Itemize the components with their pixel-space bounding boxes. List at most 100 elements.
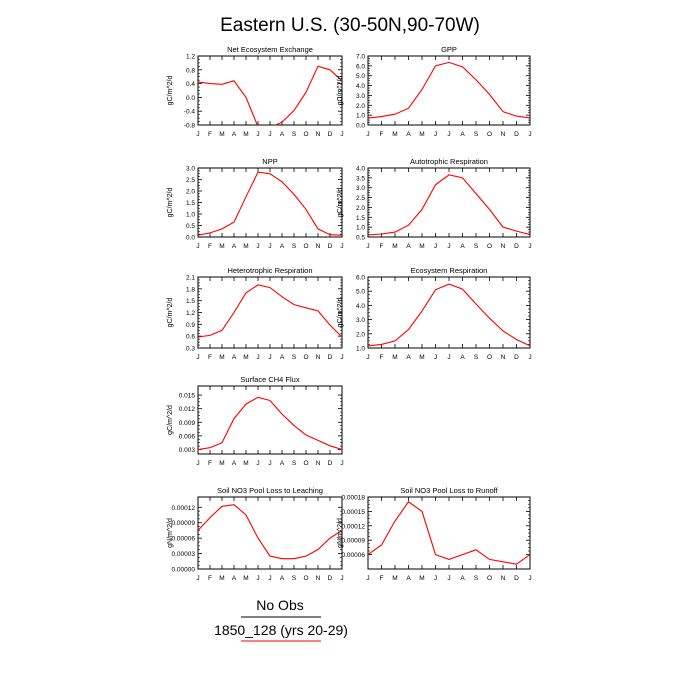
y-tick-label: 0.00009 bbox=[172, 520, 196, 527]
y-tick-label: 0.00003 bbox=[172, 551, 196, 558]
x-tick-label: A bbox=[280, 243, 285, 250]
y-tick-label: 0.00012 bbox=[172, 505, 196, 512]
x-tick-label: D bbox=[328, 243, 333, 250]
y-tick-label: 2.0 bbox=[356, 331, 365, 338]
x-tick-label: A bbox=[280, 460, 285, 467]
x-tick-label: O bbox=[487, 131, 492, 138]
y-tick-label: 1.0 bbox=[356, 113, 365, 120]
x-tick-label: J bbox=[268, 575, 271, 582]
y-tick-label: 0.6 bbox=[186, 334, 195, 341]
y-tick-label: 5.0 bbox=[356, 73, 365, 80]
x-tick-label: S bbox=[292, 131, 297, 138]
x-tick-label: M bbox=[392, 243, 397, 250]
x-tick-label: N bbox=[316, 575, 321, 582]
y-axis-label: gC/m^2/d bbox=[167, 405, 174, 435]
chart-panel: Surface CH4 Flux gC/m^2/d 0.003 0.006 0.009 0… bbox=[167, 375, 344, 467]
y-axis-label: gC/m^2/d bbox=[167, 298, 174, 328]
x-tick-label: J bbox=[366, 575, 369, 582]
x-tick-label: J bbox=[434, 131, 437, 138]
legend: No Obs 1850_128 (yrs 20-29) bbox=[214, 597, 348, 642]
y-tick-label: -0.8 bbox=[184, 123, 196, 130]
x-tick-label: J bbox=[340, 354, 343, 361]
panel-title: Soil NO3 Pool Loss to Leaching bbox=[217, 486, 323, 495]
x-tick-label: J bbox=[447, 131, 450, 138]
x-tick-label: F bbox=[208, 354, 212, 361]
x-tick-label: M bbox=[243, 354, 248, 361]
x-tick-label: M bbox=[243, 243, 248, 250]
x-tick-label: O bbox=[303, 460, 308, 467]
panel-title: Soil NO3 Pool Loss to Runoff bbox=[400, 486, 498, 495]
panel-title: Heterotrophic Respiration bbox=[227, 266, 312, 275]
y-tick-label: 0.5 bbox=[186, 223, 195, 230]
x-tick-label: O bbox=[303, 354, 308, 361]
x-tick-label: J bbox=[340, 243, 343, 250]
x-tick-label: S bbox=[474, 131, 479, 138]
x-tick-label: N bbox=[501, 243, 506, 250]
x-tick-label: M bbox=[243, 131, 248, 138]
y-tick-label: 0.9 bbox=[186, 322, 195, 329]
legend-obs-label: No Obs bbox=[256, 597, 303, 613]
x-tick-label: O bbox=[303, 131, 308, 138]
chart-panel: Soil NO3 Pool Loss to LeachinggN/m^2/d0.… bbox=[167, 486, 344, 582]
plot-frame bbox=[367, 496, 531, 570]
y-tick-label: 0.009 bbox=[179, 420, 196, 427]
x-tick-label: N bbox=[316, 354, 321, 361]
y-tick-label: 0.5 bbox=[356, 235, 365, 242]
x-tick-label: J bbox=[447, 354, 450, 361]
x-tick-label: J bbox=[256, 460, 259, 467]
y-axis-label: gC/m^2/d bbox=[167, 188, 174, 218]
x-tick-label: M bbox=[392, 354, 397, 361]
chart-panel: Heterotrophic Respiration gC/m^2/d 0.3 0.6 0… bbox=[167, 266, 344, 361]
panel-title: Net Ecosystem Exchange bbox=[227, 45, 313, 54]
y-tick-label: 0.0 bbox=[356, 123, 365, 130]
x-tick-label: O bbox=[487, 243, 492, 250]
x-tick-label: J bbox=[196, 354, 199, 361]
y-tick-label: 0.003 bbox=[179, 447, 196, 454]
x-tick-label: J bbox=[340, 575, 343, 582]
y-tick-label: 1.5 bbox=[356, 215, 365, 222]
x-tick-label: J bbox=[366, 131, 369, 138]
x-tick-label: M bbox=[419, 131, 424, 138]
series-line bbox=[368, 61, 530, 119]
series-line bbox=[198, 396, 342, 451]
x-tick-label: J bbox=[528, 131, 531, 138]
x-tick-label: M bbox=[219, 460, 224, 467]
x-tick-label: N bbox=[316, 243, 321, 250]
series-line bbox=[368, 283, 530, 347]
x-tick-label: A bbox=[406, 243, 411, 250]
chart-panel: Autotrophic Respiration gC/m^2/d 0.5 1.0 1.5… bbox=[337, 157, 532, 250]
y-tick-label: 0.012 bbox=[179, 406, 196, 413]
x-tick-label: F bbox=[208, 575, 212, 582]
x-tick-label: M bbox=[219, 243, 224, 250]
x-tick-label: D bbox=[328, 575, 333, 582]
x-tick-label: J bbox=[196, 460, 199, 467]
y-tick-label: 2.5 bbox=[356, 195, 365, 202]
x-tick-label: S bbox=[474, 354, 479, 361]
y-tick-label: 4.0 bbox=[356, 83, 365, 90]
y-tick-label: 4.0 bbox=[356, 166, 365, 173]
x-tick-label: A bbox=[232, 575, 237, 582]
y-tick-label: 1.2 bbox=[186, 310, 195, 317]
y-tick-label: 0.00012 bbox=[342, 523, 366, 530]
y-tick-label: 5.0 bbox=[356, 289, 365, 296]
y-tick-label: 3.0 bbox=[356, 185, 365, 192]
x-tick-label: N bbox=[501, 131, 506, 138]
x-tick-label: F bbox=[380, 131, 384, 138]
y-tick-label: 1.2 bbox=[186, 54, 195, 61]
y-tick-label: 2.0 bbox=[186, 189, 195, 196]
x-tick-label: J bbox=[434, 575, 437, 582]
x-tick-label: N bbox=[316, 460, 321, 467]
y-tick-label: 0.00009 bbox=[342, 538, 366, 545]
y-tick-label: 0.00006 bbox=[172, 536, 196, 543]
panel-title: GPP bbox=[441, 45, 457, 54]
y-tick-label: 0.8 bbox=[186, 67, 195, 74]
x-tick-label: S bbox=[292, 575, 297, 582]
y-tick-label: 7.0 bbox=[356, 54, 365, 61]
x-tick-label: S bbox=[474, 243, 479, 250]
plot-frame bbox=[197, 167, 343, 238]
x-tick-label: A bbox=[460, 243, 465, 250]
series-line bbox=[368, 501, 530, 565]
x-tick-label: A bbox=[280, 131, 285, 138]
y-tick-label: 0.4 bbox=[186, 81, 195, 88]
